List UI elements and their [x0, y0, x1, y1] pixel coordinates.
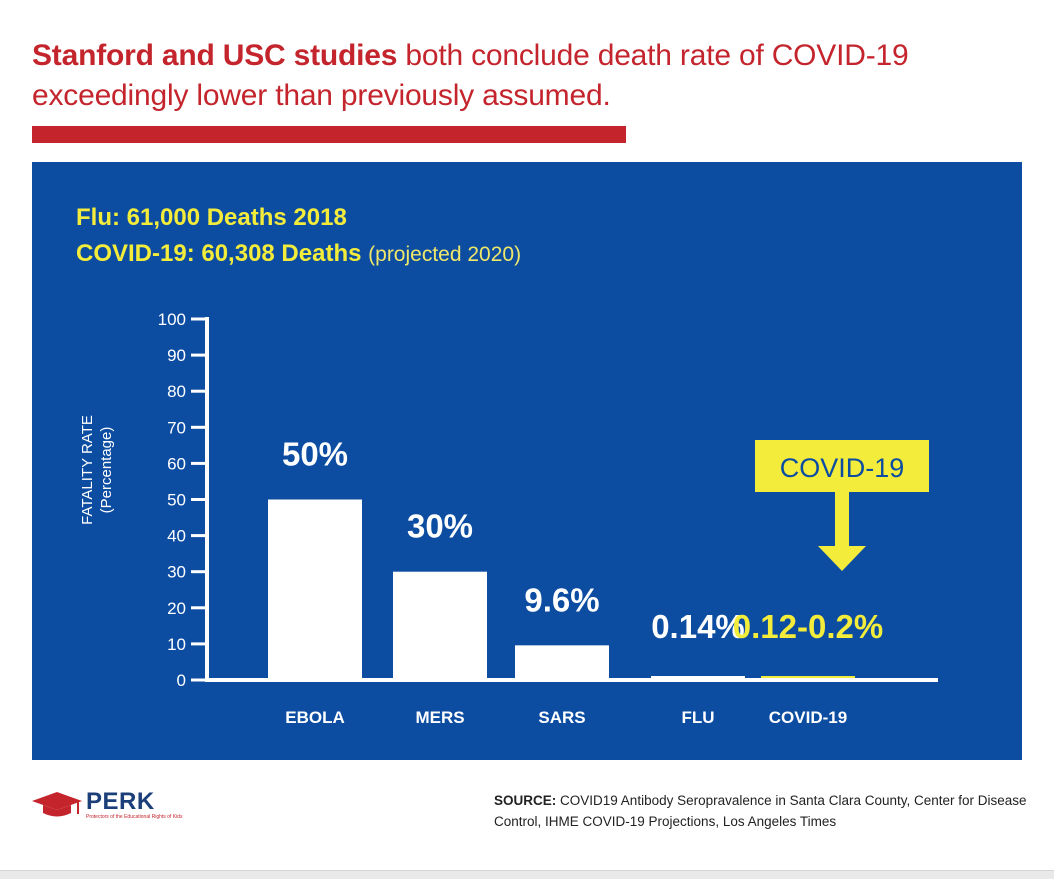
headline-rest: both conclude death rate of COVID-19 — [397, 39, 909, 72]
graduation-cap-icon — [32, 792, 82, 817]
brand-tagline: Protectors of the Educational Rights of … — [86, 814, 183, 820]
y-tick-label: 50 — [167, 491, 186, 510]
source-text: COVID19 Antibody Seropravalence in Santa… — [494, 793, 1027, 829]
data-label-mers: 30% — [407, 508, 473, 545]
bar-mers — [393, 571, 487, 680]
headline-line2: exceedingly lower than previously assume… — [32, 79, 611, 112]
y-axis-subtitle: (Percentage) — [98, 427, 115, 514]
y-axis-title: FATALITY RATE — [79, 415, 96, 525]
data-label-flu: 0.14% — [651, 608, 745, 645]
data-label-sars: 9.6% — [524, 581, 599, 618]
y-tick-label: 40 — [167, 527, 186, 546]
subheading-covid: COVID-19: 60,308 Deaths (projected 2020) — [76, 236, 521, 273]
bottom-divider — [0, 870, 1054, 879]
headline-bold: Stanford and USC studies — [32, 39, 398, 72]
y-tick-label: 80 — [167, 382, 186, 401]
x-tick-label-flu: FLU — [681, 708, 714, 727]
source-note: SOURCE: COVID19 Antibody Seropravalence … — [494, 790, 1044, 832]
y-tick-label: 100 — [158, 310, 186, 329]
callout-arrow-icon — [818, 546, 866, 571]
perk-logo: PERK Protectors of the Educational Right… — [32, 788, 192, 828]
x-tick-label-covid-19: COVID-19 — [769, 708, 847, 727]
covid-callout-box — [755, 440, 929, 492]
headline-rule — [32, 126, 626, 143]
x-tick-label-ebola: EBOLA — [285, 708, 345, 727]
subheading-covid-main: COVID-19: 60,308 Deaths — [76, 240, 362, 267]
subheading-covid-note: (projected 2020) — [368, 243, 522, 266]
y-tick-label: 10 — [167, 635, 186, 654]
y-tick-label: 20 — [167, 599, 186, 618]
headline: Stanford and USC studies both conclude d… — [32, 36, 1042, 116]
subheading-flu: Flu: 61,000 Deaths 2018 — [76, 204, 347, 231]
subheading: Flu: 61,000 Deaths 2018 COVID-19: 60,308… — [76, 200, 521, 273]
y-tick-label: 0 — [177, 671, 186, 690]
x-tick-label-sars: SARS — [538, 708, 585, 727]
bar-ebola — [268, 499, 362, 680]
y-tick-label: 60 — [167, 454, 186, 473]
x-tick-label-mers: MERS — [415, 708, 464, 727]
brand-name: PERK — [86, 788, 155, 815]
source-label: SOURCE: — [494, 793, 557, 808]
data-label-ebola: 50% — [282, 436, 348, 473]
y-tick-label: 70 — [167, 418, 186, 437]
bar-sars — [515, 645, 609, 680]
callout-arrow-shaft — [835, 492, 849, 546]
covid-callout-label: COVID-19 — [780, 453, 905, 483]
y-tick-label: 30 — [167, 563, 186, 582]
data-label-covid-19: 0.12-0.2% — [733, 608, 883, 645]
y-tick-label: 90 — [167, 346, 186, 365]
